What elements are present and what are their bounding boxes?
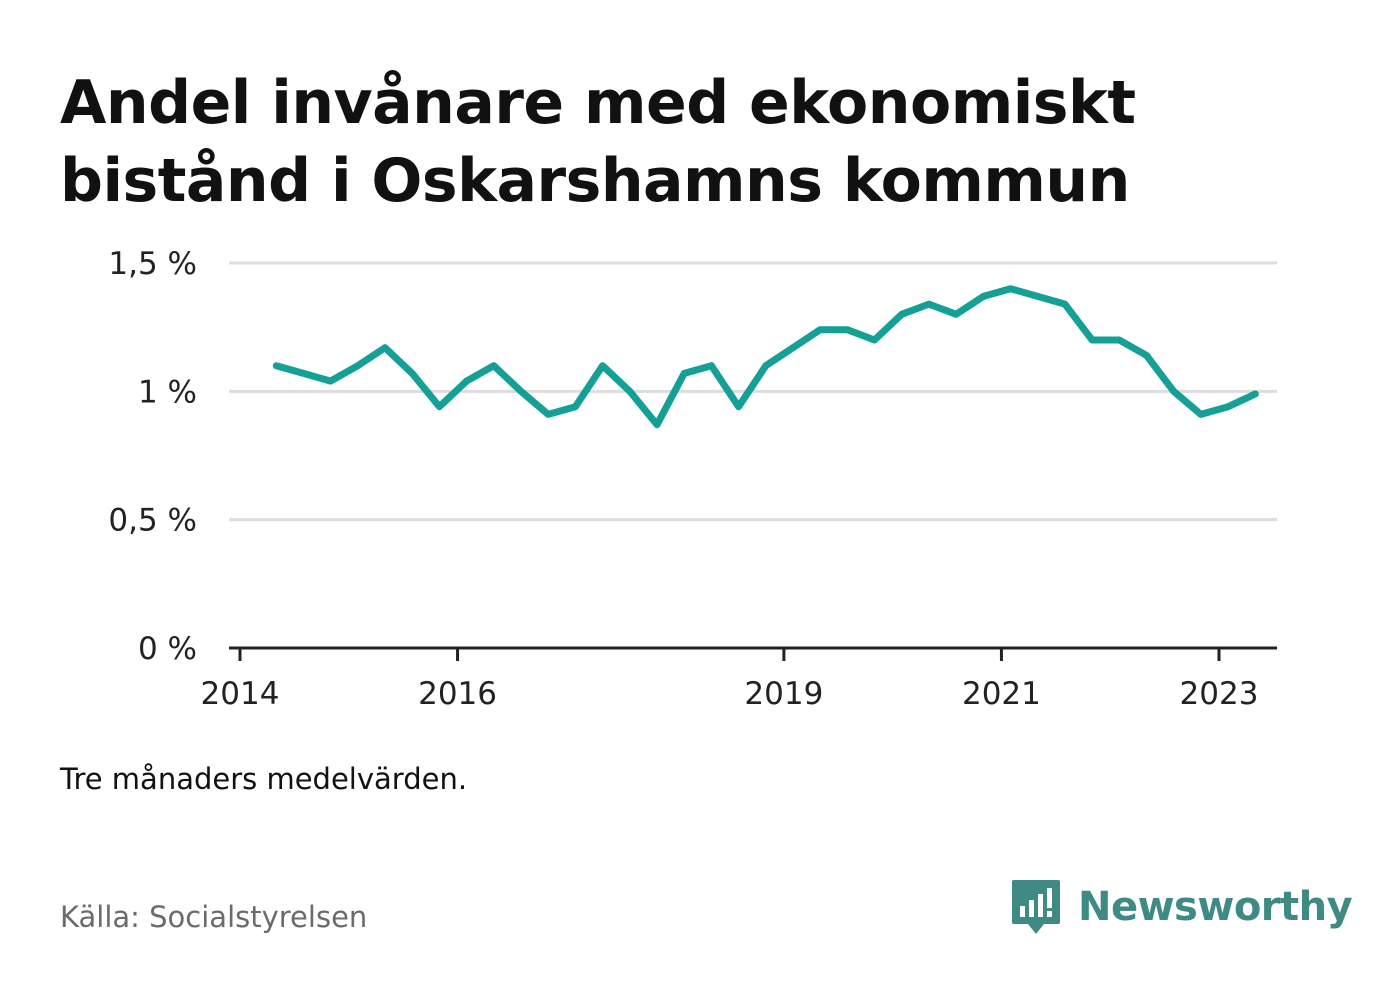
y-tick-label: 0 % (138, 631, 197, 667)
x-tick-label: 2016 (418, 676, 497, 712)
chart-title-line-1: Andel invånare med ekonomiskt (60, 68, 1136, 138)
newsworthy-logo-icon (1012, 880, 1060, 934)
y-tick-label: 0,5 % (108, 503, 197, 539)
series-line (272, 285, 1259, 429)
brand-name: Newsworthy (1078, 884, 1353, 930)
y-tick-label: 1 % (138, 374, 197, 410)
x-tick-label: 2021 (962, 676, 1041, 712)
x-tick-label: 2019 (744, 676, 823, 712)
x-tick-label: 2023 (1180, 676, 1259, 712)
chart-title: Andel invånare med ekonomiskt bistånd i … (60, 64, 1320, 220)
chart-title-line-2: bistånd i Oskarshamns kommun (60, 146, 1130, 216)
x-tick-label: 2014 (201, 676, 280, 712)
y-tick-label: 1,5 % (108, 246, 197, 282)
source-label: Källa: Socialstyrelsen (60, 900, 368, 934)
newsworthy-brand: Newsworthy (1010, 878, 1353, 936)
chart-note: Tre månaders medelvärden. (60, 762, 468, 796)
